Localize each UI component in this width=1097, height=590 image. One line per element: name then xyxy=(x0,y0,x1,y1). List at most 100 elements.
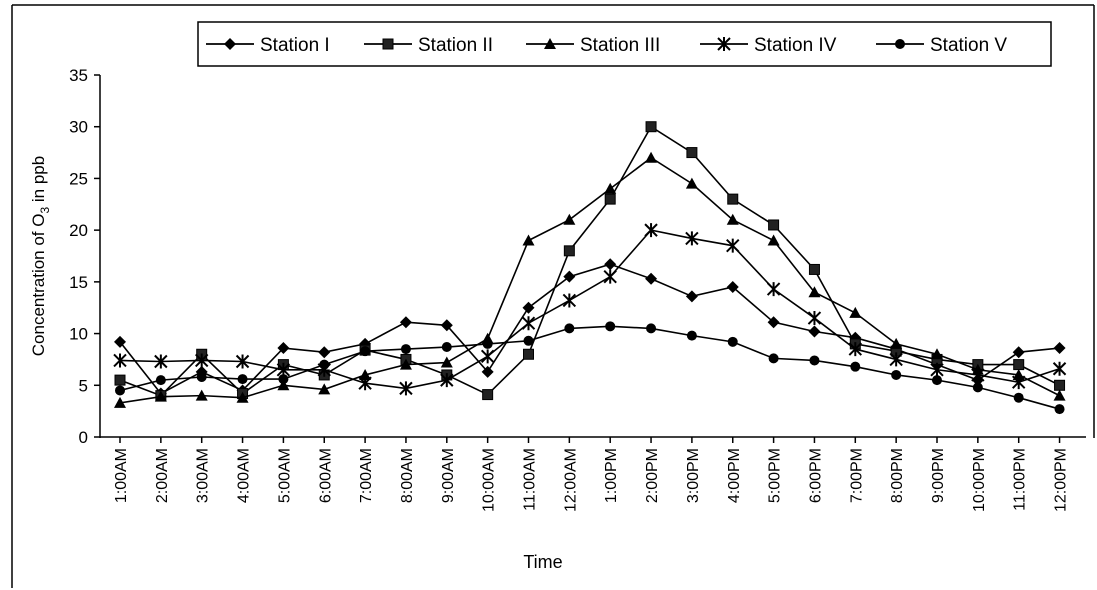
legend-item: Station II xyxy=(364,35,493,56)
data-point xyxy=(277,379,290,391)
x-tick-label: 9:00AM xyxy=(440,448,457,503)
legend-marker xyxy=(717,37,731,51)
series-1 xyxy=(114,258,1066,400)
data-point xyxy=(848,342,863,357)
data-point xyxy=(319,359,330,370)
data-point xyxy=(727,193,739,205)
data-point xyxy=(646,323,657,334)
x-tick-label: 11:00PM xyxy=(1012,448,1029,511)
data-point xyxy=(563,270,576,283)
data-point xyxy=(891,369,902,380)
data-point xyxy=(482,389,494,401)
data-point xyxy=(727,336,738,347)
data-point xyxy=(645,272,658,285)
data-point xyxy=(318,383,331,395)
data-point xyxy=(1013,392,1024,403)
data-point xyxy=(440,356,453,368)
data-point xyxy=(768,219,780,231)
data-point xyxy=(1053,389,1066,401)
x-axis-title: Time xyxy=(523,552,562,572)
data-point xyxy=(686,147,698,159)
x-tick-label: 10:00AM xyxy=(481,448,498,512)
x-tick-label: 1:00PM xyxy=(603,448,620,503)
series-3 xyxy=(114,151,1066,408)
legend: Station I Station II Station III Station IV… xyxy=(197,21,1052,67)
data-point xyxy=(767,234,780,246)
legend-item: Station I xyxy=(206,35,330,56)
data-point xyxy=(399,316,412,329)
data-point xyxy=(522,301,535,314)
data-point xyxy=(1011,375,1026,390)
legend-marker xyxy=(224,38,236,50)
data-point xyxy=(808,325,821,338)
y-tick-label: 20 xyxy=(69,221,88,240)
data-point xyxy=(645,151,658,163)
data-point xyxy=(481,365,494,378)
data-point xyxy=(114,335,126,348)
data-point xyxy=(686,330,697,341)
data-point xyxy=(523,348,534,360)
data-point xyxy=(1052,361,1067,376)
x-tick-label: 3:00AM xyxy=(195,448,212,503)
data-point xyxy=(113,353,127,368)
data-point xyxy=(482,338,493,349)
data-point xyxy=(236,391,249,403)
x-tick-label: 4:00AM xyxy=(236,448,253,503)
x-tick-label: 12:00PM xyxy=(1053,448,1070,512)
data-point xyxy=(523,335,534,346)
legend-item: Station V xyxy=(876,35,1007,56)
data-point xyxy=(644,223,658,238)
series-5 xyxy=(115,321,1065,415)
data-point xyxy=(807,311,822,326)
data-point xyxy=(563,213,576,225)
legend-marker xyxy=(382,38,394,50)
y-tick-label: 0 xyxy=(79,428,88,447)
data-point xyxy=(930,362,944,377)
data-point xyxy=(605,321,616,332)
data-point xyxy=(194,353,209,368)
data-point xyxy=(359,368,372,380)
x-tick-label: 2:00AM xyxy=(154,448,171,503)
data-point xyxy=(563,245,575,257)
data-point xyxy=(154,390,167,402)
data-point xyxy=(932,375,942,386)
data-point xyxy=(1012,346,1025,359)
data-point xyxy=(808,286,821,298)
data-point xyxy=(768,353,779,364)
series-line xyxy=(119,325,1060,410)
series-line xyxy=(119,125,1060,397)
x-tick-label: 4:00PM xyxy=(726,448,743,503)
data-point xyxy=(441,342,452,353)
data-point xyxy=(1053,342,1066,355)
data-point xyxy=(890,337,903,349)
y-axis-title: Concentration of O3 in ppb xyxy=(29,156,52,356)
data-point xyxy=(809,355,820,366)
data-point xyxy=(522,234,535,246)
data-point xyxy=(889,352,903,367)
x-tick-label: 6:00PM xyxy=(807,448,824,503)
data-point xyxy=(440,373,454,388)
data-point xyxy=(808,263,820,275)
data-point xyxy=(603,269,617,284)
data-point xyxy=(604,182,617,194)
data-point xyxy=(480,349,495,364)
data-point xyxy=(564,323,575,334)
x-tick-label: 8:00PM xyxy=(889,448,906,503)
data-point xyxy=(850,361,861,372)
data-point xyxy=(604,193,616,205)
data-point xyxy=(726,238,740,253)
legend-label: Station IV xyxy=(754,35,837,56)
data-point xyxy=(726,281,739,294)
x-tick-label: 5:00PM xyxy=(767,448,784,503)
data-point xyxy=(155,375,166,386)
data-point xyxy=(358,376,372,391)
x-tick-label: 7:00PM xyxy=(848,448,865,503)
series-4 xyxy=(113,223,1067,396)
data-point xyxy=(645,121,657,133)
data-point xyxy=(196,372,207,383)
data-point xyxy=(521,316,536,331)
data-point xyxy=(400,344,411,355)
data-point xyxy=(767,316,780,329)
data-point xyxy=(440,319,453,332)
